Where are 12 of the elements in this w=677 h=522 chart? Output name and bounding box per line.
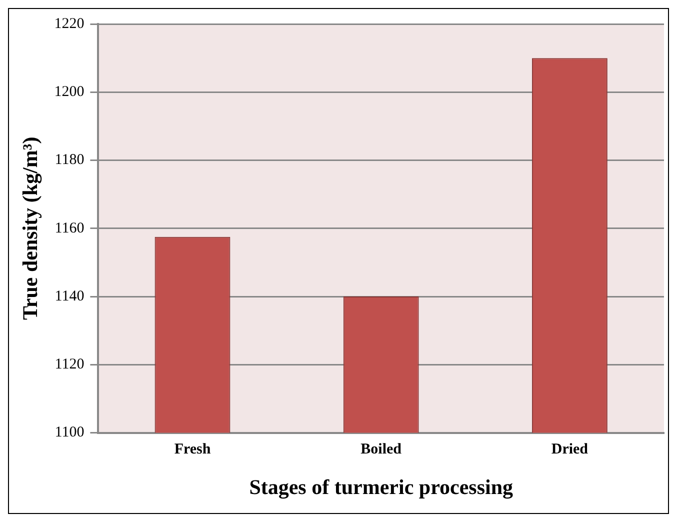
y-tick-label: 1200 [54, 84, 84, 100]
y-tick-label: 1180 [54, 152, 84, 168]
y-tick-label: 1220 [54, 16, 84, 32]
y-tick-label: 1120 [54, 356, 84, 373]
y-axis-title: True density (kg/m³) [18, 136, 42, 320]
x-tick-label: Boiled [360, 442, 402, 458]
y-tick-label: 1140 [54, 288, 84, 304]
x-axis-title: Stages of turmeric processing [249, 474, 514, 499]
y-tick-label: 1100 [54, 424, 84, 441]
x-tick-label: Fresh [174, 442, 212, 458]
x-tick-label: Dried [551, 442, 589, 458]
y-tick-label: 1160 [54, 220, 84, 236]
